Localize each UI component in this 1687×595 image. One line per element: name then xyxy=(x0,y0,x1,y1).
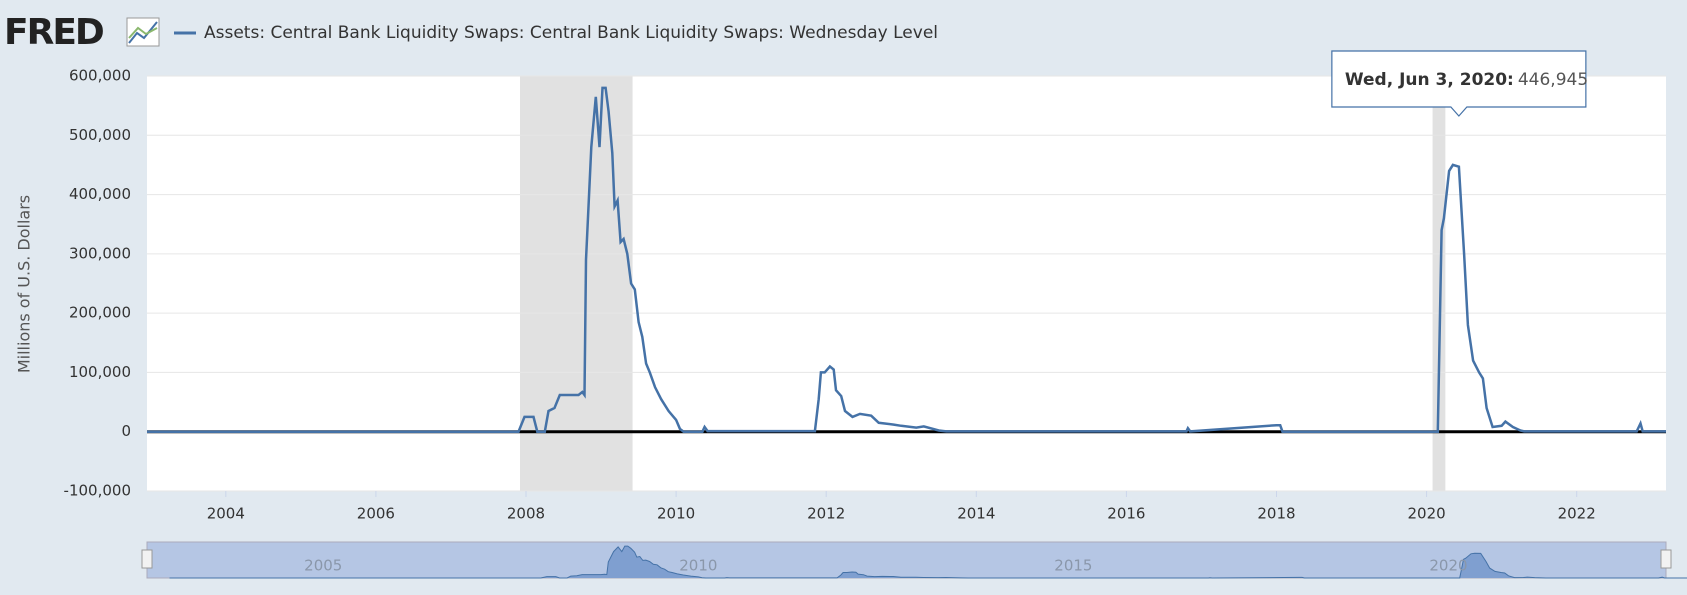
y-tick-label: -100,000 xyxy=(64,482,131,500)
navigator xyxy=(146,541,1667,579)
y-tick-label: 200,000 xyxy=(69,304,131,322)
y-tick-label: 600,000 xyxy=(69,67,131,85)
x-tick-label: 2008 xyxy=(507,505,545,523)
y-tick-label: 300,000 xyxy=(69,244,131,262)
y-tick-label: 500,000 xyxy=(69,126,131,144)
x-tick-label: 2016 xyxy=(1107,505,1145,523)
x-tick-label: 2022 xyxy=(1558,505,1596,523)
navigator-tick-label: 2010 xyxy=(679,557,717,575)
plot-area xyxy=(147,76,1666,491)
navigator-tick-label: 2005 xyxy=(304,557,342,575)
recession-shade xyxy=(1432,76,1446,491)
x-tick-label: 2010 xyxy=(657,505,695,523)
logo: FRED xyxy=(4,12,103,53)
navigator-tick-label: 2020 xyxy=(1429,557,1467,575)
navigator-tick-label: 2015 xyxy=(1054,557,1092,575)
y-tick-label: 400,000 xyxy=(69,185,131,203)
legend-label: Assets: Central Bank Liquidity Swaps: Ce… xyxy=(204,23,938,43)
tooltip-value: 446,945 xyxy=(1518,70,1588,90)
x-tick-label: 2020 xyxy=(1407,505,1445,523)
x-tick-label: 2018 xyxy=(1257,505,1295,523)
tooltip-box xyxy=(1331,50,1587,117)
data-line xyxy=(147,86,1666,433)
navigator-handle xyxy=(1660,549,1672,569)
x-tick-label: 2006 xyxy=(357,505,395,523)
y-tick-label: 0 xyxy=(121,422,131,440)
y-tick-label: 100,000 xyxy=(69,363,131,381)
recession-shade xyxy=(519,76,633,491)
x-tick-label: 2012 xyxy=(807,505,845,523)
x-tick-label: 2014 xyxy=(957,505,995,523)
navigator-area xyxy=(169,545,1687,579)
tooltip-label: Wed, Jun 3, 2020: xyxy=(1345,70,1514,90)
navigator-handle xyxy=(141,549,153,569)
logo-icon xyxy=(126,17,160,47)
x-tick-label: 2004 xyxy=(207,505,245,523)
y-axis-label: Millions of U.S. Dollars xyxy=(15,195,34,373)
